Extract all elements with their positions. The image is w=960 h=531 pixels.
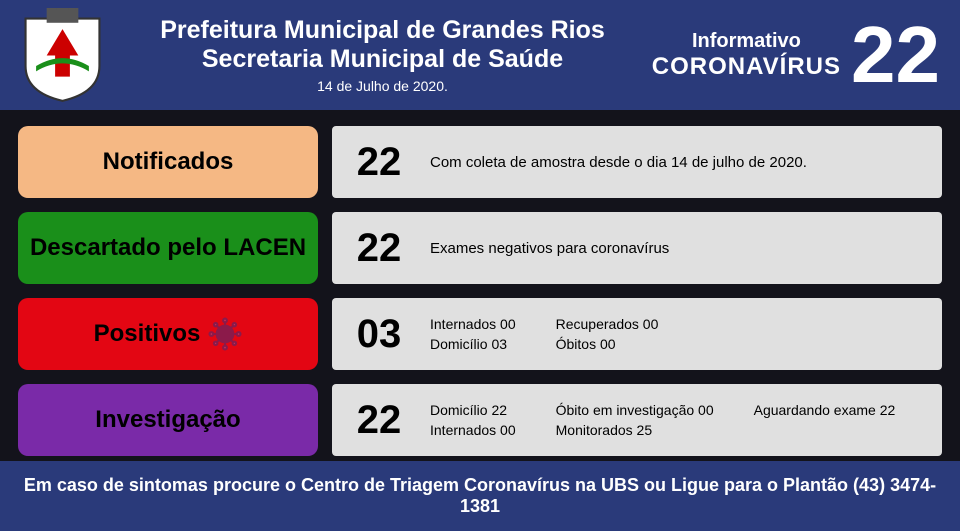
header-date: 14 de Julho de 2020.	[123, 78, 642, 94]
stat-item: Óbito em investigação 00	[556, 402, 714, 418]
pill-label: Investigação	[95, 406, 240, 434]
investigacao-col3: Aguardando exame 22	[754, 402, 896, 438]
row-notificados: Notificados 22 Com coleta de amostra des…	[18, 126, 942, 198]
header: Prefeitura Municipal de Grandes Rios Sec…	[0, 0, 960, 110]
footer-contact: Em caso de sintomas procure o Centro de …	[0, 461, 960, 531]
pill-descartado: Descartado pelo LACEN	[18, 212, 318, 284]
virus-icon	[208, 317, 242, 351]
pill-notificados: Notificados	[18, 126, 318, 198]
positivos-col1: Internados 00 Domicílio 03	[430, 316, 516, 352]
org-line2: Secretaria Municipal de Saúde	[123, 45, 642, 74]
org-line1: Prefeitura Municipal de Grandes Rios	[123, 16, 642, 45]
coronavirus-label: CORONAVÍRUS	[652, 53, 841, 81]
value-investigacao: 22	[350, 398, 408, 443]
value-notificados: 22	[350, 140, 408, 185]
value-descartado: 22	[350, 226, 408, 271]
positivos-col2: Recuperados 00 Óbitos 00	[556, 316, 659, 352]
data-positivos: 03 Internados 00 Domicílio 03 Recuperado…	[332, 298, 942, 370]
pill-label: Positivos	[94, 320, 201, 348]
header-bulletin-block: Informativo CORONAVÍRUS 22	[660, 19, 940, 91]
value-positivos: 03	[350, 312, 408, 357]
stat-item: Monitorados 25	[556, 422, 714, 438]
pill-label: Notificados	[103, 148, 234, 176]
bulletin-number: 22	[851, 19, 940, 91]
stat-item: Internados 00	[430, 316, 516, 332]
pill-positivos: Positivos	[18, 298, 318, 370]
stat-item: Recuperados 00	[556, 316, 659, 332]
stat-item: Internados 00	[430, 422, 516, 438]
municipal-crest-icon	[20, 8, 105, 103]
stat-item: Óbitos 00	[556, 336, 659, 352]
stat-item: Domicílio 03	[430, 336, 516, 352]
stats-rows: Notificados 22 Com coleta de amostra des…	[0, 110, 960, 464]
stat-item: Domicílio 22	[430, 402, 516, 418]
investigacao-col1: Domicílio 22 Internados 00	[430, 402, 516, 438]
desc-notificados: Com coleta de amostra desde o dia 14 de …	[430, 154, 807, 171]
pill-label: Descartado pelo LACEN	[30, 234, 306, 262]
data-investigacao: 22 Domicílio 22 Internados 00 Óbito em i…	[332, 384, 942, 456]
header-title-block: Prefeitura Municipal de Grandes Rios Sec…	[123, 16, 642, 94]
pill-investigacao: Investigação	[18, 384, 318, 456]
investigacao-col2: Óbito em investigação 00 Monitorados 25	[556, 402, 714, 438]
row-positivos: Positivos 03 Internados 00	[18, 298, 942, 370]
data-descartado: 22 Exames negativos para coronavírus	[332, 212, 942, 284]
row-investigacao: Investigação 22 Domicílio 22 Internados …	[18, 384, 942, 456]
informativo-label: Informativo	[652, 30, 841, 53]
row-descartado: Descartado pelo LACEN 22 Exames negativo…	[18, 212, 942, 284]
data-notificados: 22 Com coleta de amostra desde o dia 14 …	[332, 126, 942, 198]
desc-descartado: Exames negativos para coronavírus	[430, 240, 669, 257]
stat-item: Aguardando exame 22	[754, 402, 896, 418]
